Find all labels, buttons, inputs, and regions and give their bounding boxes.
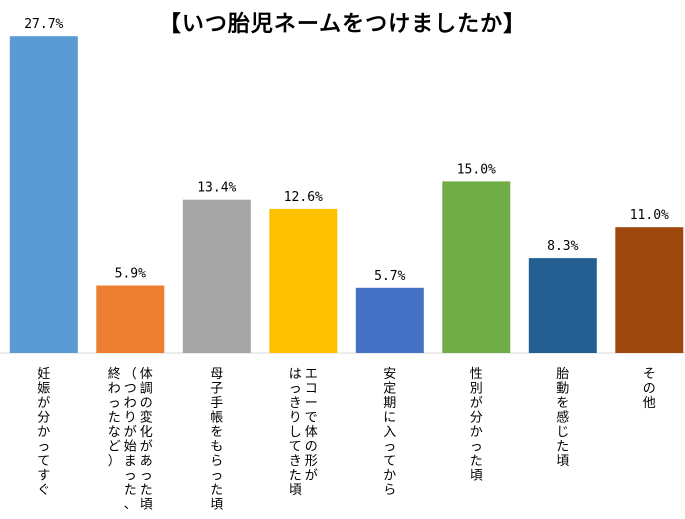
bar-1	[9, 36, 78, 353]
category-label-1: 妊娠が分かってすぐ	[37, 367, 50, 498]
bar-4	[269, 208, 338, 353]
chart-title: 【いつ胎児ネームをつけましたか】	[158, 12, 527, 37]
category-label-2-line-2: （つわりが始まった、	[124, 367, 137, 513]
bar-3	[182, 199, 251, 353]
value-label-4: 12.6%	[284, 190, 323, 205]
bar-7	[528, 258, 597, 353]
bar-5	[355, 287, 424, 353]
category-label-2-line-3: 終わったなど）	[108, 366, 121, 469]
value-label-6: 15.0%	[457, 162, 496, 177]
category-label-3: 母子手帳をもらった頃	[210, 367, 223, 513]
category-label-4-line-1: エコーで体の形が	[305, 367, 318, 484]
bar-2	[96, 285, 165, 353]
category-label-4-line-2: はっきりしてきた頃	[289, 367, 302, 498]
category-label-2-line-1: 体調の変化があった頃	[140, 367, 153, 513]
value-label-1: 27.7%	[24, 17, 63, 32]
category-label-8: その他	[643, 367, 656, 411]
value-label-8: 11.0%	[630, 208, 669, 223]
value-label-2: 5.9%	[115, 267, 146, 282]
bar-8	[615, 227, 684, 353]
value-label-3: 13.4%	[197, 181, 236, 196]
category-label-7: 胎動を感じた頃	[556, 367, 569, 469]
value-label-7: 8.3%	[547, 239, 578, 254]
category-label-6: 性別が分かった頃	[470, 367, 483, 484]
category-label-5: 安定期に入ってから	[383, 367, 396, 498]
value-label-5: 5.7%	[374, 269, 405, 284]
bar-6	[442, 181, 511, 353]
